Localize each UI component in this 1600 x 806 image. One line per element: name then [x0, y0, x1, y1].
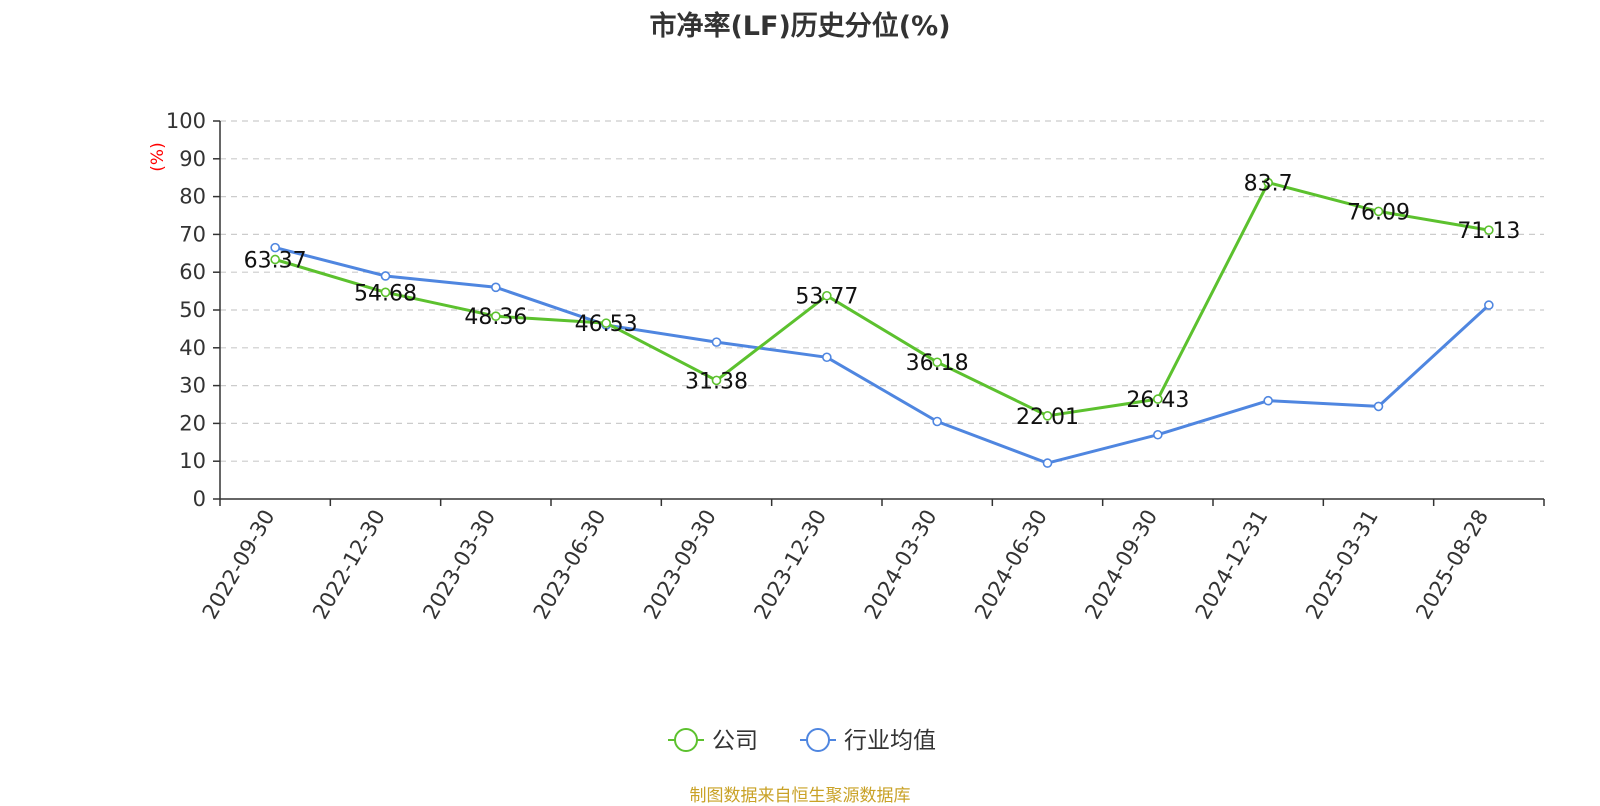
- y-axis-unit-label: (%): [148, 142, 168, 171]
- y-tick-label: 90: [179, 147, 206, 171]
- x-tick-label: 2023-12-30: [749, 506, 831, 624]
- x-tick-label: 2024-09-30: [1080, 506, 1162, 624]
- x-tick-label: 2025-03-31: [1301, 506, 1383, 624]
- data-point: [1263, 177, 1273, 188]
- x-tick-label: 2025-08-28: [1411, 506, 1493, 624]
- data-point: [711, 337, 722, 347]
- legend-marker: [806, 728, 830, 752]
- data-label: 83.7: [1244, 172, 1293, 197]
- y-tick-label: 60: [179, 260, 206, 284]
- data-point: [380, 271, 391, 281]
- data-point: [1484, 300, 1494, 310]
- grid-lines: [220, 120, 1544, 462]
- y-tick-label: 50: [179, 298, 206, 322]
- y-tick-label: 100: [166, 109, 206, 133]
- source-note: 制图数据来自恒生聚源数据库: [689, 786, 911, 806]
- x-tick-label: 2022-09-30: [198, 506, 280, 624]
- series-lines: [270, 177, 1494, 468]
- x-tick-label: 2024-03-30: [860, 506, 942, 624]
- series-line: [274, 181, 1490, 418]
- y-tick-label: 80: [179, 185, 206, 209]
- data-point: [1484, 225, 1494, 235]
- legend-marker: [674, 728, 698, 752]
- data-point: [380, 287, 391, 298]
- x-tick-label: 2022-12-30: [308, 506, 390, 624]
- data-point: [1042, 411, 1053, 421]
- data-label: 76.09: [1347, 200, 1410, 225]
- data-point: [932, 416, 942, 427]
- data-point: [711, 375, 722, 386]
- y-tick-label: 20: [179, 411, 206, 435]
- series-line: [274, 246, 1490, 465]
- data-point: [1373, 401, 1384, 412]
- data-label: 71.13: [1457, 219, 1520, 244]
- y-tick-label: 10: [179, 449, 206, 473]
- data-label: 31.38: [685, 369, 748, 394]
- legend-label: 行业均值: [844, 728, 936, 754]
- data-point: [1263, 395, 1273, 406]
- x-tick-label: 2024-12-31: [1191, 506, 1273, 624]
- data-point: [1153, 394, 1163, 404]
- data-point: [1153, 429, 1163, 440]
- data-point: [601, 318, 611, 328]
- data-label: 26.43: [1126, 388, 1189, 413]
- data-point: [270, 242, 280, 253]
- data-label: 46.53: [575, 312, 638, 337]
- x-tick-label: 2023-09-30: [639, 506, 721, 624]
- data-point: [1042, 458, 1053, 468]
- y-tick-label: 70: [179, 222, 206, 246]
- legend-label: 公司: [712, 728, 758, 754]
- legend[interactable]: 公司 行业均值: [668, 728, 936, 754]
- data-point: [491, 311, 501, 321]
- data-label: 48.36: [464, 305, 527, 330]
- x-tick-label: 2023-03-30: [418, 506, 500, 624]
- data-point: [822, 290, 832, 301]
- y-tick-label: 0: [193, 487, 206, 511]
- legend-item[interactable]: 行业均值: [800, 728, 936, 754]
- data-label: 53.77: [795, 285, 858, 310]
- y-tick-label: 30: [179, 374, 206, 398]
- legend-item[interactable]: 公司: [668, 728, 758, 754]
- x-tick-label: 2024-06-30: [970, 506, 1052, 624]
- data-labels: 63.37 54.68 48.36 46.53 31.38 53.77 36.18 22.01…: [244, 172, 1521, 430]
- data-point: [932, 357, 942, 368]
- y-tick-label: 40: [179, 336, 206, 360]
- data-point: [1373, 206, 1384, 217]
- x-tick-label: 2023-06-30: [529, 506, 611, 624]
- data-label: 22.01: [1016, 405, 1079, 430]
- data-label: 36.18: [906, 351, 969, 376]
- data-label: 63.37: [244, 248, 307, 273]
- data-point: [270, 254, 280, 265]
- data-label: 54.68: [354, 281, 417, 306]
- data-point: [491, 282, 501, 293]
- axes: 0 10 20 30 40 50 60 70 80 90 100 (%) 2022-09-30 2022-…: [148, 109, 1545, 624]
- data-point: [822, 352, 832, 363]
- chart-title: 市净率(LF)历史分位(%): [649, 11, 951, 42]
